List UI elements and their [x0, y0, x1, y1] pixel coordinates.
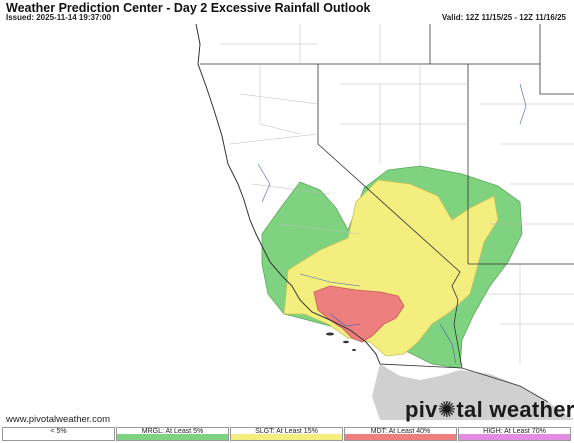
rivers [257, 83, 527, 365]
legend-swatch [345, 434, 456, 440]
legend: < 5% MRGL: At Least 5% SLGT: At Least 15… [2, 427, 572, 441]
map-svg [195, 23, 574, 420]
pivotal-weather-logo: piv✺tal weather [405, 397, 574, 423]
logo-text-left: piv [405, 397, 438, 422]
mexico-land [372, 364, 574, 420]
legend-swatch [459, 434, 570, 440]
valid-time: Valid: 12Z 11/15/25 - 12Z 11/16/25 [441, 13, 566, 22]
legend-swatch [3, 434, 114, 440]
mdt-area [313, 285, 405, 343]
legend-item-mdt: MDT: At Least 40% [344, 427, 457, 441]
legend-item-high: HIGH: At Least 70% [458, 427, 571, 441]
channel-islands [326, 332, 356, 351]
county-lines [220, 24, 574, 364]
state-borders [200, 24, 574, 403]
legend-swatch [117, 434, 228, 440]
legend-item-none: < 5% [2, 427, 115, 441]
legend-item-slgt: SLGT: At Least 15% [230, 427, 343, 441]
map-area[interactable] [0, 23, 574, 420]
logo-text-right: tal weather [456, 397, 574, 422]
coastline [195, 23, 381, 365]
legend-swatch [231, 434, 342, 440]
sun-icon: ✺ [437, 397, 457, 422]
credit-url[interactable]: www.pivotalweather.com [6, 414, 111, 425]
issued-time: Issued: 2025-11-14 19:37:00 [6, 13, 111, 22]
map-title: Weather Prediction Center - Day 2 Excess… [6, 1, 371, 15]
legend-item-mrgl: MRGL: At Least 5% [116, 427, 229, 441]
header: Weather Prediction Center - Day 2 Excess… [0, 0, 574, 24]
